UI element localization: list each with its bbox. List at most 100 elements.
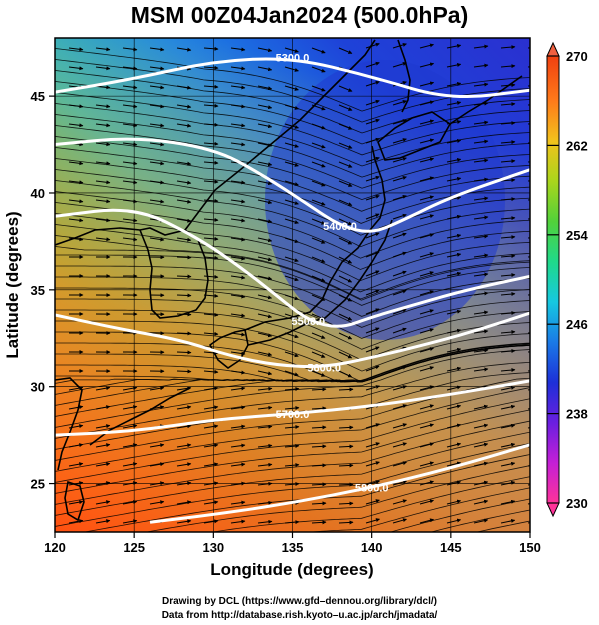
- wind-arrow: [230, 462, 246, 467]
- wind-arrow: [203, 462, 219, 467]
- wind-arrow: [176, 123, 192, 128]
- wind-arrow: [311, 332, 326, 339]
- wind-arrow: [284, 218, 299, 224]
- wind-arrow: [257, 275, 273, 281]
- wind-arrow: [338, 275, 353, 283]
- wind-arrow: [446, 347, 462, 353]
- wind-arrow: [68, 237, 84, 242]
- wind-arrow: [203, 122, 219, 127]
- wind-arrow: [230, 104, 246, 109]
- wind-arrow: [446, 442, 462, 448]
- streamline: [55, 431, 530, 516]
- wind-arrow: [122, 519, 138, 524]
- wind-arrow: [68, 47, 84, 52]
- wind-arrow: [257, 405, 273, 410]
- wind-arrow: [500, 480, 516, 486]
- wind-arrow: [419, 328, 434, 334]
- wind-arrow: [230, 142, 246, 147]
- x-tick-label: 130: [202, 540, 224, 555]
- streamline: [55, 103, 530, 167]
- wind-arrow: [257, 519, 273, 524]
- colorbar-tick-label: 270: [566, 49, 588, 64]
- wind-arrow: [419, 100, 435, 106]
- wind-arrow: [338, 482, 354, 487]
- wind-arrow: [338, 142, 353, 149]
- wind-arrow: [311, 463, 327, 468]
- wind-arrow: [68, 123, 84, 128]
- wind-arrow: [203, 236, 219, 241]
- wind-arrow: [311, 425, 327, 430]
- streamline: [55, 169, 530, 236]
- wind-arrow: [122, 199, 138, 204]
- wind-arrow: [500, 330, 516, 335]
- wind-arrow: [365, 118, 380, 125]
- colorbar-bar: [546, 55, 560, 504]
- wind-arrow: [365, 461, 380, 467]
- streamline: [82, 454, 530, 532]
- streamline: [55, 48, 530, 112]
- streamline: [389, 498, 530, 532]
- wind-arrow: [311, 370, 326, 377]
- wind-arrow: [122, 104, 138, 109]
- streamline: [55, 398, 530, 483]
- wind-arrow: [311, 520, 327, 525]
- wind-arrow: [338, 294, 353, 302]
- wind-arrow: [257, 85, 273, 91]
- wind-arrow: [311, 104, 326, 111]
- wind-arrow: [230, 370, 246, 375]
- height-contour: [55, 57, 530, 99]
- wind-arrow: [68, 519, 84, 524]
- wind-arrow: [446, 44, 462, 49]
- wind-arrow: [122, 237, 138, 242]
- wind-arrow: [473, 63, 489, 68]
- wind-arrow: [122, 142, 138, 147]
- wind-arrow: [230, 351, 246, 356]
- streamline: [55, 81, 530, 145]
- x-tick-label: 140: [361, 540, 383, 555]
- wind-arrow: [284, 161, 299, 167]
- wind-arrow: [230, 386, 246, 391]
- wind-arrow: [392, 518, 407, 524]
- wind-arrow: [149, 66, 165, 71]
- wind-arrow: [365, 42, 380, 49]
- wind-arrow: [95, 519, 111, 524]
- wind-arrow: [257, 500, 273, 505]
- streamline: [55, 191, 530, 259]
- streamline: [305, 487, 530, 532]
- wind-arrow: [230, 332, 246, 337]
- wind-arrow: [230, 218, 246, 223]
- wind-arrow: [473, 329, 489, 334]
- x-axis-label: Longitude (degrees): [210, 560, 373, 579]
- wind-arrow: [473, 499, 489, 505]
- wind-arrow: [392, 289, 407, 296]
- wind-arrow: [446, 176, 462, 182]
- streamline: [55, 344, 530, 406]
- colorbar-tick-label: 254: [566, 228, 588, 243]
- colorbar-tick-label: 230: [566, 496, 588, 511]
- wind-arrow: [473, 518, 489, 524]
- wind-arrow: [230, 405, 246, 410]
- wind-arrow: [203, 369, 219, 374]
- wind-arrow: [203, 424, 219, 429]
- wind-arrow: [68, 161, 84, 166]
- wind-arrow: [500, 292, 516, 297]
- x-axis-ticks: 120 125 130 135 140 145 150: [44, 532, 541, 555]
- wind-arrow: [257, 386, 273, 391]
- wind-arrow: [203, 198, 219, 203]
- streamline: [55, 298, 530, 350]
- wind-arrow: [284, 444, 300, 449]
- wind-arrow: [338, 218, 353, 226]
- wind-arrow: [473, 196, 489, 201]
- coastline-asia-mainland: [55, 39, 376, 246]
- wind-arrow: [365, 365, 380, 372]
- wind-arrow: [284, 199, 299, 205]
- wind-arrow: [365, 518, 380, 524]
- wind-arrow: [284, 123, 299, 129]
- wind-arrow: [338, 387, 354, 392]
- wind-arrow: [365, 175, 380, 182]
- wind-arrow: [419, 233, 434, 239]
- x-tick-label: 150: [519, 540, 541, 555]
- wind-arrow: [176, 218, 192, 223]
- wind-arrow: [95, 218, 111, 223]
- wind-arrow: [473, 310, 489, 315]
